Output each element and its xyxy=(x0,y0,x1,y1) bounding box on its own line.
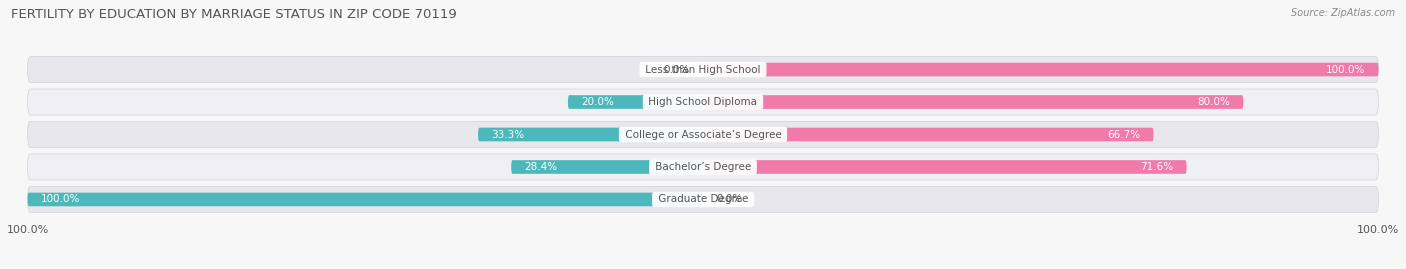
Text: Less than High School: Less than High School xyxy=(643,65,763,75)
FancyBboxPatch shape xyxy=(512,160,703,174)
FancyBboxPatch shape xyxy=(703,95,1243,109)
Text: Bachelor’s Degree: Bachelor’s Degree xyxy=(652,162,754,172)
Text: 100.0%: 100.0% xyxy=(1326,65,1365,75)
Text: 33.3%: 33.3% xyxy=(492,129,524,140)
FancyBboxPatch shape xyxy=(28,193,703,206)
FancyBboxPatch shape xyxy=(703,160,1187,174)
Text: 71.6%: 71.6% xyxy=(1140,162,1173,172)
FancyBboxPatch shape xyxy=(28,56,1378,83)
FancyBboxPatch shape xyxy=(703,63,1378,76)
Text: FERTILITY BY EDUCATION BY MARRIAGE STATUS IN ZIP CODE 70119: FERTILITY BY EDUCATION BY MARRIAGE STATU… xyxy=(11,8,457,21)
Text: 28.4%: 28.4% xyxy=(524,162,558,172)
Text: College or Associate’s Degree: College or Associate’s Degree xyxy=(621,129,785,140)
FancyBboxPatch shape xyxy=(28,89,1378,115)
Text: 100.0%: 100.0% xyxy=(41,194,80,204)
Text: High School Diploma: High School Diploma xyxy=(645,97,761,107)
Text: 0.0%: 0.0% xyxy=(717,194,742,204)
Text: 20.0%: 20.0% xyxy=(582,97,614,107)
Text: 80.0%: 80.0% xyxy=(1197,97,1230,107)
Text: 0.0%: 0.0% xyxy=(664,65,689,75)
FancyBboxPatch shape xyxy=(28,186,1378,213)
FancyBboxPatch shape xyxy=(28,122,1378,147)
FancyBboxPatch shape xyxy=(28,154,1378,180)
Text: 66.7%: 66.7% xyxy=(1107,129,1140,140)
Text: Source: ZipAtlas.com: Source: ZipAtlas.com xyxy=(1291,8,1395,18)
FancyBboxPatch shape xyxy=(703,128,1153,141)
FancyBboxPatch shape xyxy=(478,128,703,141)
FancyBboxPatch shape xyxy=(568,95,703,109)
Text: Graduate Degree: Graduate Degree xyxy=(655,194,751,204)
